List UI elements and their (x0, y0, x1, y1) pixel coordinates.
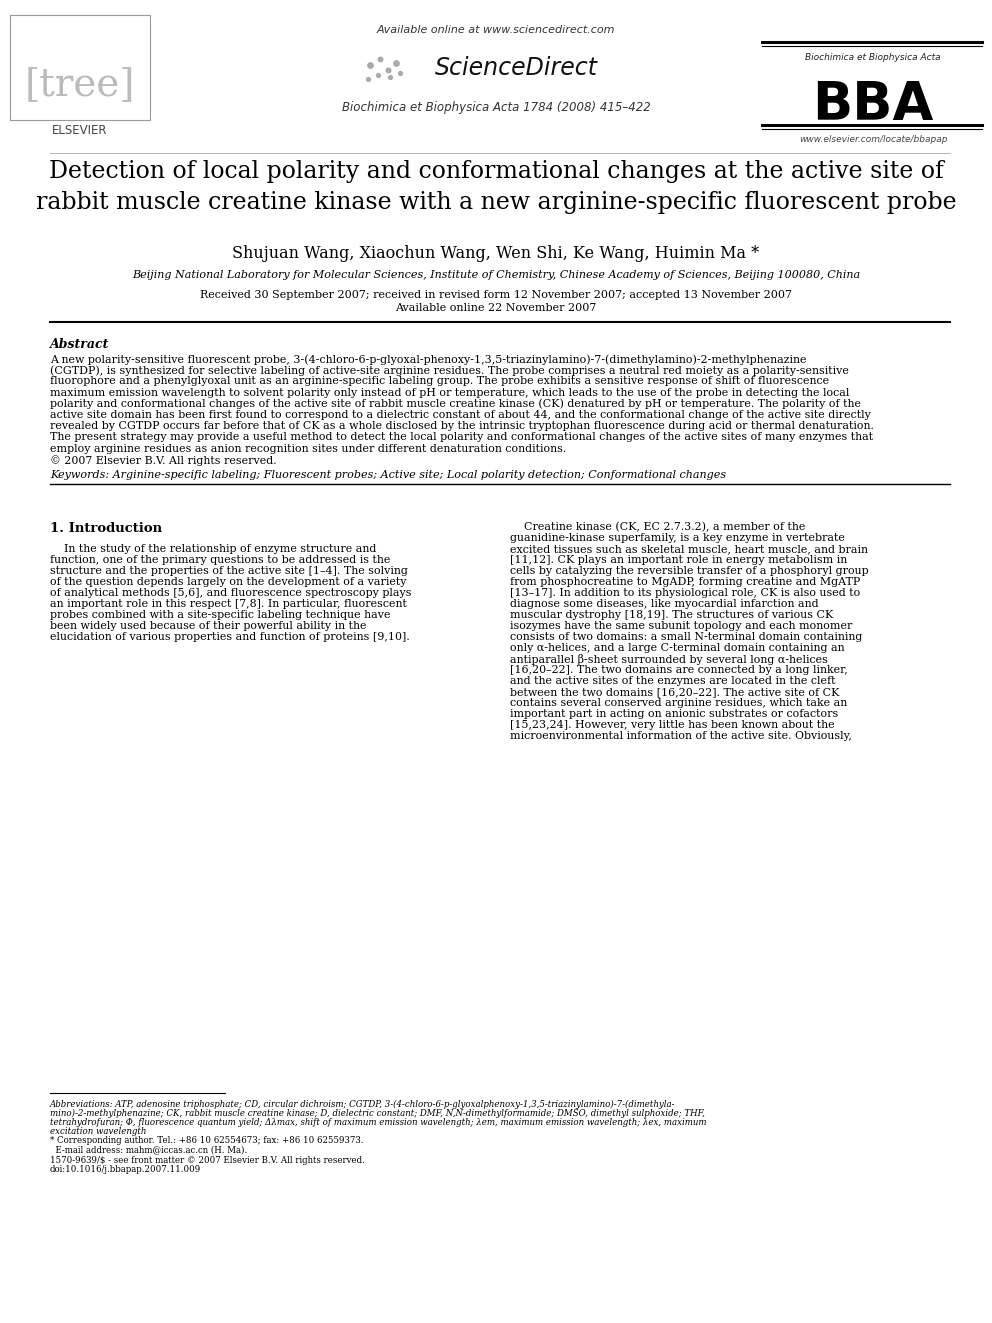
Text: active site domain has been first found to correspond to a dielectric constant o: active site domain has been first found … (50, 410, 871, 419)
Text: diagnose some diseases, like myocardial infarction and: diagnose some diseases, like myocardial … (510, 599, 818, 609)
Text: important part in acting on anionic substrates or cofactors: important part in acting on anionic subs… (510, 709, 838, 718)
Text: 1. Introduction: 1. Introduction (50, 523, 162, 534)
Text: Available online 22 November 2007: Available online 22 November 2007 (396, 303, 596, 314)
Text: between the two domains [16,20–22]. The active site of CK: between the two domains [16,20–22]. The … (510, 687, 839, 697)
Text: maximum emission wavelength to solvent polarity only instead of pH or temperatur: maximum emission wavelength to solvent p… (50, 388, 849, 398)
Text: ELSEVIER: ELSEVIER (53, 123, 108, 136)
Text: Available online at www.sciencedirect.com: Available online at www.sciencedirect.co… (377, 25, 615, 34)
Text: polarity and conformational changes of the active site of rabbit muscle creatine: polarity and conformational changes of t… (50, 398, 861, 409)
Bar (10, 15, 150, 120)
Text: excited tissues such as skeletal muscle, heart muscle, and brain: excited tissues such as skeletal muscle,… (510, 544, 868, 554)
Text: of the question depends largely on the development of a variety: of the question depends largely on the d… (50, 577, 407, 587)
Text: function, one of the primary questions to be addressed is the: function, one of the primary questions t… (50, 556, 391, 565)
Text: excitation wavelength: excitation wavelength (50, 1127, 147, 1136)
Text: BBA: BBA (812, 79, 933, 131)
Text: contains several conserved arginine residues, which take an: contains several conserved arginine resi… (510, 699, 847, 708)
Text: employ arginine residues as anion recognition sites under different denaturation: employ arginine residues as anion recogn… (50, 443, 566, 454)
Text: revealed by CGTDP occurs far before that of CK as a whole disclosed by the intri: revealed by CGTDP occurs far before that… (50, 421, 874, 431)
Text: The present strategy may provide a useful method to detect the local polarity an: The present strategy may provide a usefu… (50, 433, 873, 442)
Text: In the study of the relationship of enzyme structure and: In the study of the relationship of enzy… (50, 544, 376, 554)
Text: ScienceDirect: ScienceDirect (434, 56, 597, 79)
Text: doi:10.1016/j.bbapap.2007.11.009: doi:10.1016/j.bbapap.2007.11.009 (50, 1166, 201, 1174)
Text: [13–17]. In addition to its physiological role, CK is also used to: [13–17]. In addition to its physiologica… (510, 587, 860, 598)
Text: E-mail address: mahm@iccas.ac.cn (H. Ma).: E-mail address: mahm@iccas.ac.cn (H. Ma)… (50, 1144, 247, 1154)
Text: fluorophore and a phenylglyoxal unit as an arginine-specific labeling group. The: fluorophore and a phenylglyoxal unit as … (50, 377, 829, 386)
Text: © 2007 Elsevier B.V. All rights reserved.: © 2007 Elsevier B.V. All rights reserved… (50, 455, 277, 466)
Text: Keywords: Arginine-specific labeling; Fluorescent probes; Active site; Local pol: Keywords: Arginine-specific labeling; Fl… (50, 470, 726, 480)
Text: and the active sites of the enzymes are located in the cleft: and the active sites of the enzymes are … (510, 676, 835, 687)
Text: structure and the properties of the active site [1–4]. The solving: structure and the properties of the acti… (50, 566, 408, 576)
Text: muscular dystrophy [18,19]. The structures of various CK: muscular dystrophy [18,19]. The structur… (510, 610, 833, 620)
Text: elucidation of various properties and function of proteins [9,10].: elucidation of various properties and fu… (50, 632, 410, 642)
Text: of analytical methods [5,6], and fluorescence spectroscopy plays: of analytical methods [5,6], and fluores… (50, 587, 412, 598)
Text: Detection of local polarity and conformational changes at the active site of
rab: Detection of local polarity and conforma… (36, 160, 956, 214)
Text: guanidine-kinase superfamily, is a key enzyme in vertebrate: guanidine-kinase superfamily, is a key e… (510, 533, 845, 542)
Text: consists of two domains: a small N-terminal domain containing: consists of two domains: a small N-termi… (510, 632, 862, 642)
Text: tetrahydrofuran; Φ, fluorescence quantum yield; Δλmax, shift of maximum emission: tetrahydrofuran; Φ, fluorescence quantum… (50, 1118, 706, 1127)
Text: mino)-2-methylphenazine; CK, rabbit muscle creatine kinase; D, dielectric consta: mino)-2-methylphenazine; CK, rabbit musc… (50, 1109, 705, 1118)
Text: [16,20–22]. The two domains are connected by a long linker,: [16,20–22]. The two domains are connecte… (510, 665, 848, 675)
Text: A new polarity-sensitive fluorescent probe, 3-(4-chloro-6-p-glyoxal-phenoxy-1,3,: A new polarity-sensitive fluorescent pro… (50, 355, 806, 365)
Text: Beijing National Laboratory for Molecular Sciences, Institute of Chemistry, Chin: Beijing National Laboratory for Molecula… (132, 270, 860, 280)
Text: [11,12]. CK plays an important role in energy metabolism in: [11,12]. CK plays an important role in e… (510, 556, 847, 565)
Text: Biochimica et Biophysica Acta: Biochimica et Biophysica Acta (806, 53, 940, 62)
Text: Abbreviations: ATP, adenosine triphosphate; CD, circular dichroism; CGTDP, 3-(4-: Abbreviations: ATP, adenosine triphospha… (50, 1099, 676, 1109)
Text: probes combined with a site-specific labeling technique have: probes combined with a site-specific lab… (50, 610, 391, 620)
Text: isozymes have the same subunit topology and each monomer: isozymes have the same subunit topology … (510, 620, 852, 631)
Text: [tree]: [tree] (25, 66, 135, 103)
Text: cells by catalyzing the reversible transfer of a phosphoryl group: cells by catalyzing the reversible trans… (510, 566, 869, 576)
Text: (CGTDP), is synthesized for selective labeling of active-site arginine residues.: (CGTDP), is synthesized for selective la… (50, 365, 849, 376)
Text: microenvironmental information of the active site. Obviously,: microenvironmental information of the ac… (510, 732, 852, 741)
Text: www.elsevier.com/locate/bbapap: www.elsevier.com/locate/bbapap (799, 135, 947, 144)
Text: only α-helices, and a large C-terminal domain containing an: only α-helices, and a large C-terminal d… (510, 643, 844, 654)
Text: been widely used because of their powerful ability in the: been widely used because of their powerf… (50, 620, 366, 631)
Text: from phosphocreatine to MgADP, forming creatine and MgATP: from phosphocreatine to MgADP, forming c… (510, 577, 860, 587)
Text: an important role in this respect [7,8]. In particular, fluorescent: an important role in this respect [7,8].… (50, 599, 407, 609)
Text: [15,23,24]. However, very little has been known about the: [15,23,24]. However, very little has bee… (510, 720, 834, 730)
Text: Biochimica et Biophysica Acta 1784 (2008) 415–422: Biochimica et Biophysica Acta 1784 (2008… (341, 102, 651, 115)
Text: 1570-9639/$ - see front matter © 2007 Elsevier B.V. All rights reserved.: 1570-9639/$ - see front matter © 2007 El… (50, 1156, 365, 1166)
Text: antiparallel β-sheet surrounded by several long α-helices: antiparallel β-sheet surrounded by sever… (510, 654, 828, 665)
Text: * Corresponding author. Tel.: +86 10 62554673; fax: +86 10 62559373.: * Corresponding author. Tel.: +86 10 625… (50, 1136, 363, 1144)
Text: Received 30 September 2007; received in revised form 12 November 2007; accepted : Received 30 September 2007; received in … (200, 290, 792, 300)
Text: Abstract: Abstract (50, 337, 109, 351)
Text: Shujuan Wang, Xiaochun Wang, Wen Shi, Ke Wang, Huimin Ma *: Shujuan Wang, Xiaochun Wang, Wen Shi, Ke… (232, 245, 760, 262)
Text: Creatine kinase (CK, EC 2.7.3.2), a member of the: Creatine kinase (CK, EC 2.7.3.2), a memb… (510, 523, 806, 532)
